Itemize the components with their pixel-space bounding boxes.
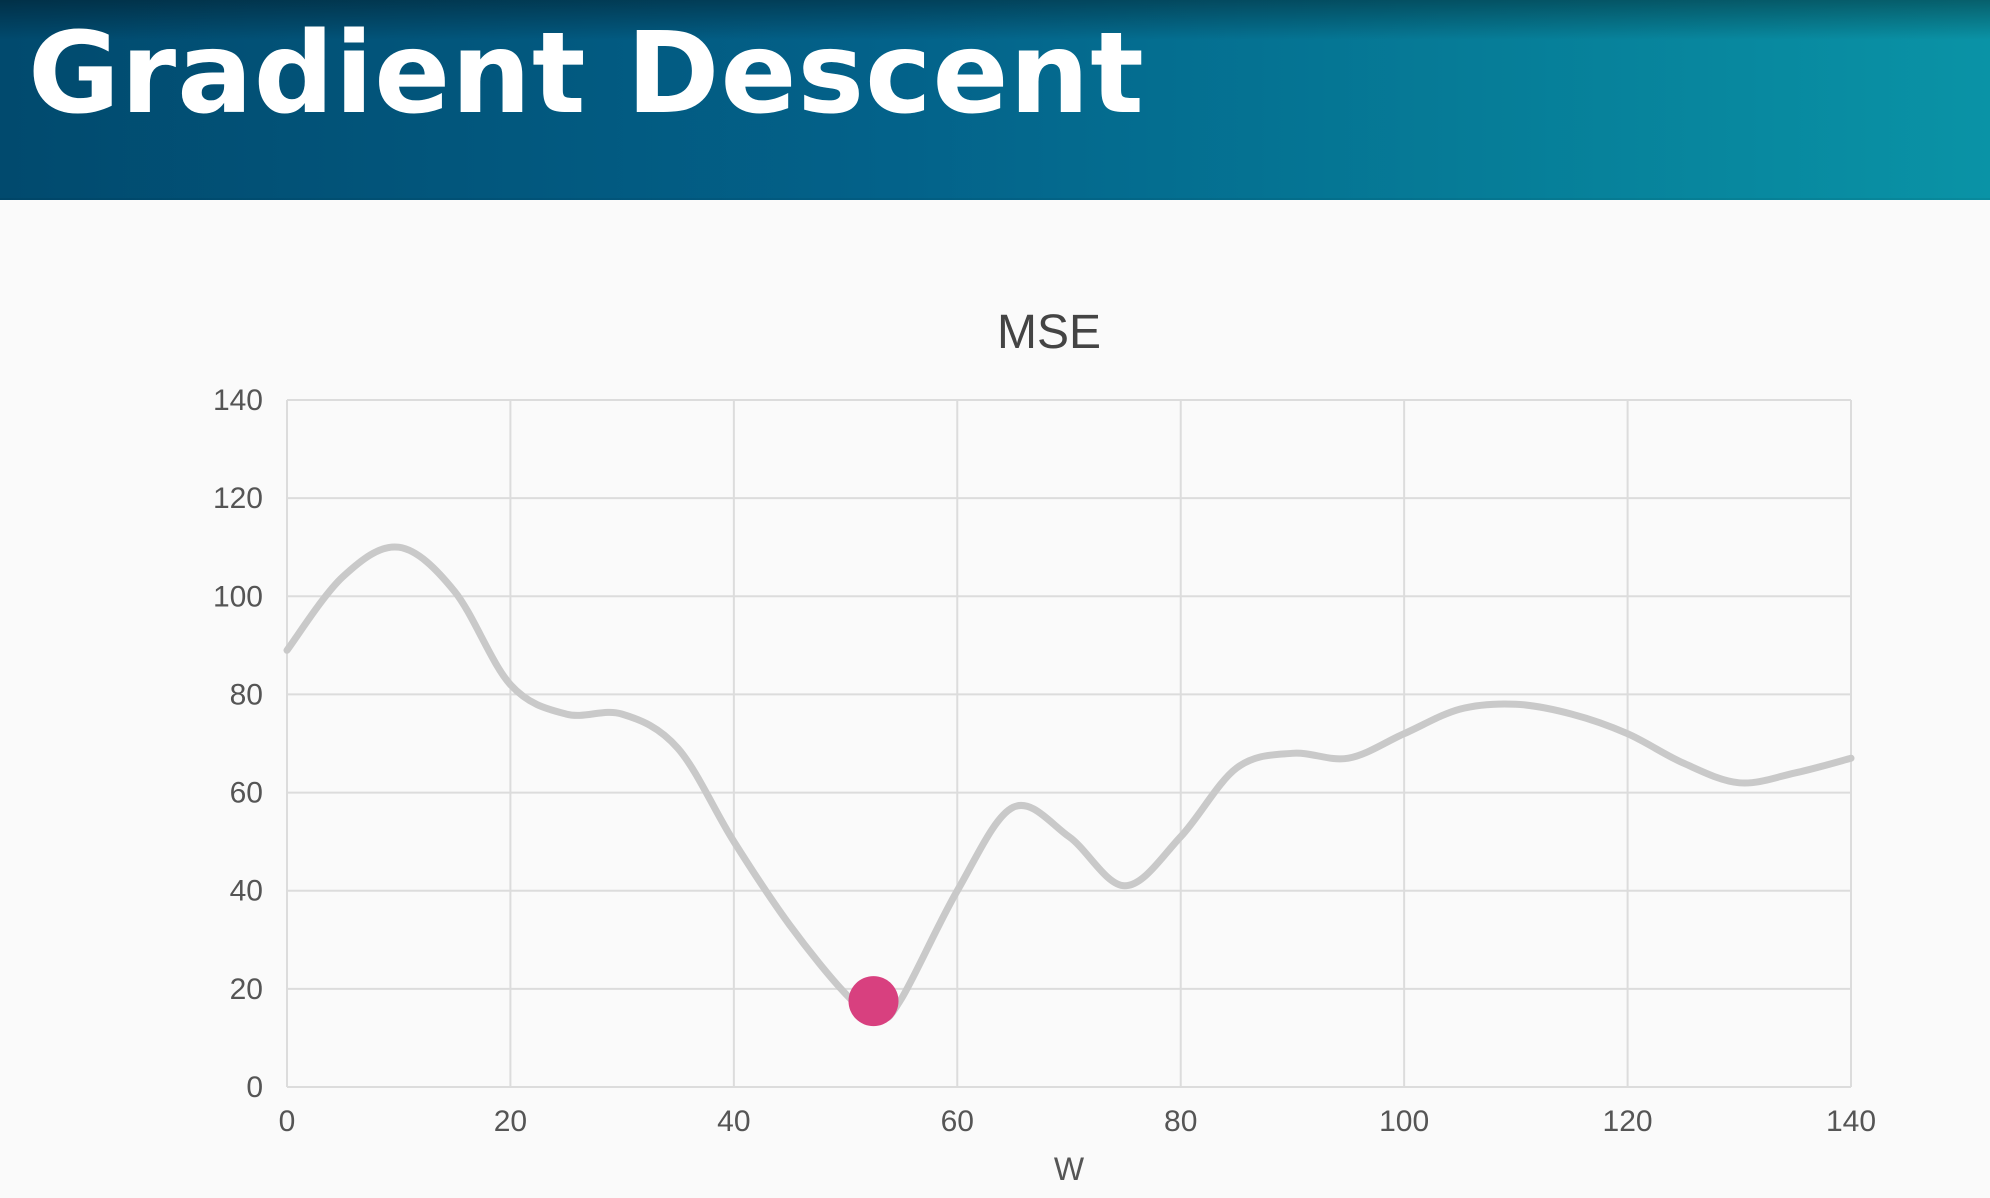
x-tick-label: 40 [717, 1105, 750, 1138]
y-tick-label: 140 [213, 384, 263, 417]
x-tick-label: 60 [941, 1105, 974, 1138]
x-axis-ticks: 0 20 40 60 80 100 120 140 [279, 1105, 1876, 1138]
markers [848, 976, 899, 1027]
x-tick-label: 80 [1164, 1105, 1197, 1138]
header-bar: Gradient Descent [0, 0, 1990, 200]
x-tick-label: 140 [1826, 1105, 1876, 1138]
y-tick-label: 60 [230, 777, 263, 810]
y-tick-label: 100 [213, 580, 263, 613]
chart-area: 0 20 40 60 80 100 120 140 0 20 40 60 80 100 120 140 MS… [0, 200, 1990, 1198]
page-title: Gradient Descent [28, 9, 1145, 139]
x-tick-label: 120 [1603, 1105, 1653, 1138]
y-tick-label: 120 [213, 482, 263, 515]
y-tick-label: 20 [230, 973, 263, 1006]
current-point-marker [848, 976, 899, 1027]
series [283, 543, 1855, 1023]
y-tick-label: 40 [230, 875, 263, 908]
y-axis-ticks: 0 20 40 60 80 100 120 140 [213, 384, 263, 1104]
y-tick-label: 80 [230, 678, 263, 711]
chart-title: MSE [997, 306, 1101, 359]
mse-line-chart: 0 20 40 60 80 100 120 140 0 20 40 60 80 100 120 140 MS… [213, 306, 1876, 1187]
y-tick-label: 0 [246, 1071, 263, 1104]
grid [286, 399, 1852, 1088]
series-line-0 [283, 543, 1855, 1023]
x-axis-label: W [1054, 1151, 1085, 1187]
x-tick-label: 0 [279, 1105, 296, 1138]
x-tick-label: 100 [1379, 1105, 1429, 1138]
x-tick-label: 20 [494, 1105, 527, 1138]
